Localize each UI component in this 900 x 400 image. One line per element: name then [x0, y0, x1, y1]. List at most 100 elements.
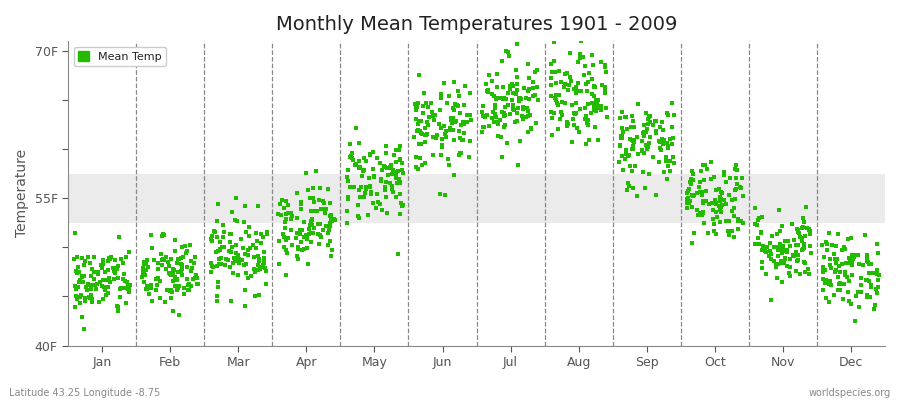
Point — [137, 268, 151, 275]
Point — [826, 292, 841, 298]
Point — [823, 278, 837, 284]
Point — [453, 150, 467, 156]
Point — [91, 270, 105, 277]
Point — [73, 294, 87, 300]
Point — [748, 221, 762, 228]
Point — [357, 166, 372, 173]
Point — [815, 286, 830, 293]
Point — [816, 265, 831, 272]
Point — [379, 142, 393, 149]
Point — [230, 252, 245, 258]
Point — [687, 192, 701, 198]
Point — [485, 78, 500, 84]
Point — [612, 142, 626, 148]
Point — [570, 124, 584, 131]
Point — [712, 203, 726, 209]
Point — [845, 272, 859, 278]
Point — [578, 105, 592, 112]
Point — [95, 261, 110, 268]
Point — [418, 139, 433, 145]
Point — [455, 137, 470, 143]
Point — [783, 273, 797, 279]
Title: Monthly Mean Temperatures 1901 - 2009: Monthly Mean Temperatures 1901 - 2009 — [276, 15, 677, 34]
Point — [734, 218, 748, 224]
Point — [341, 178, 356, 185]
Point — [238, 228, 253, 235]
Point — [275, 231, 290, 237]
Point — [708, 197, 723, 204]
Point — [290, 253, 304, 260]
Point — [415, 162, 429, 168]
Point — [436, 143, 450, 150]
Point — [667, 160, 681, 166]
Point — [301, 235, 315, 241]
Point — [698, 188, 713, 194]
Point — [235, 257, 249, 264]
Point — [363, 183, 377, 190]
Point — [554, 99, 569, 105]
Point — [797, 260, 812, 266]
Point — [755, 214, 770, 221]
Point — [656, 126, 670, 133]
Point — [411, 121, 426, 127]
Point — [788, 268, 803, 275]
Point — [361, 212, 375, 218]
Point — [548, 97, 562, 103]
Point — [84, 286, 98, 292]
Point — [324, 218, 338, 224]
Point — [844, 301, 859, 307]
Point — [68, 293, 83, 299]
Point — [184, 265, 199, 272]
Point — [662, 136, 677, 142]
Point — [598, 64, 613, 70]
Point — [277, 244, 292, 250]
Point — [164, 272, 178, 278]
Point — [505, 81, 519, 88]
Point — [867, 306, 881, 312]
Point — [550, 102, 564, 108]
Point — [356, 194, 371, 200]
Point — [498, 122, 512, 128]
Point — [166, 270, 180, 277]
Point — [781, 238, 796, 244]
Point — [509, 67, 524, 74]
Point — [237, 219, 251, 226]
Point — [719, 218, 733, 225]
Point — [861, 277, 876, 284]
Point — [178, 250, 193, 256]
Point — [453, 135, 467, 141]
Y-axis label: Temperature: Temperature — [15, 149, 29, 238]
Point — [225, 209, 239, 215]
Point — [440, 100, 454, 106]
Point — [140, 256, 154, 263]
Point — [439, 128, 454, 134]
Point — [492, 117, 507, 123]
Point — [111, 274, 125, 281]
Point — [768, 244, 782, 250]
Point — [652, 124, 667, 130]
Point — [530, 84, 544, 90]
Point — [836, 244, 850, 250]
Point — [226, 270, 240, 276]
Point — [818, 267, 832, 274]
Point — [695, 192, 709, 198]
Point — [256, 255, 271, 262]
Point — [292, 231, 307, 237]
Point — [392, 156, 407, 163]
Point — [304, 222, 319, 228]
Point — [594, 59, 608, 66]
Point — [327, 216, 341, 223]
Point — [443, 124, 457, 131]
Point — [573, 55, 588, 61]
Point — [190, 274, 204, 281]
Point — [736, 193, 751, 199]
Point — [491, 133, 505, 140]
Point — [661, 112, 675, 118]
Point — [508, 119, 522, 126]
Point — [352, 187, 366, 193]
Point — [171, 255, 185, 262]
Point — [708, 200, 723, 207]
Point — [395, 202, 410, 209]
Point — [69, 254, 84, 261]
Point — [446, 104, 460, 111]
